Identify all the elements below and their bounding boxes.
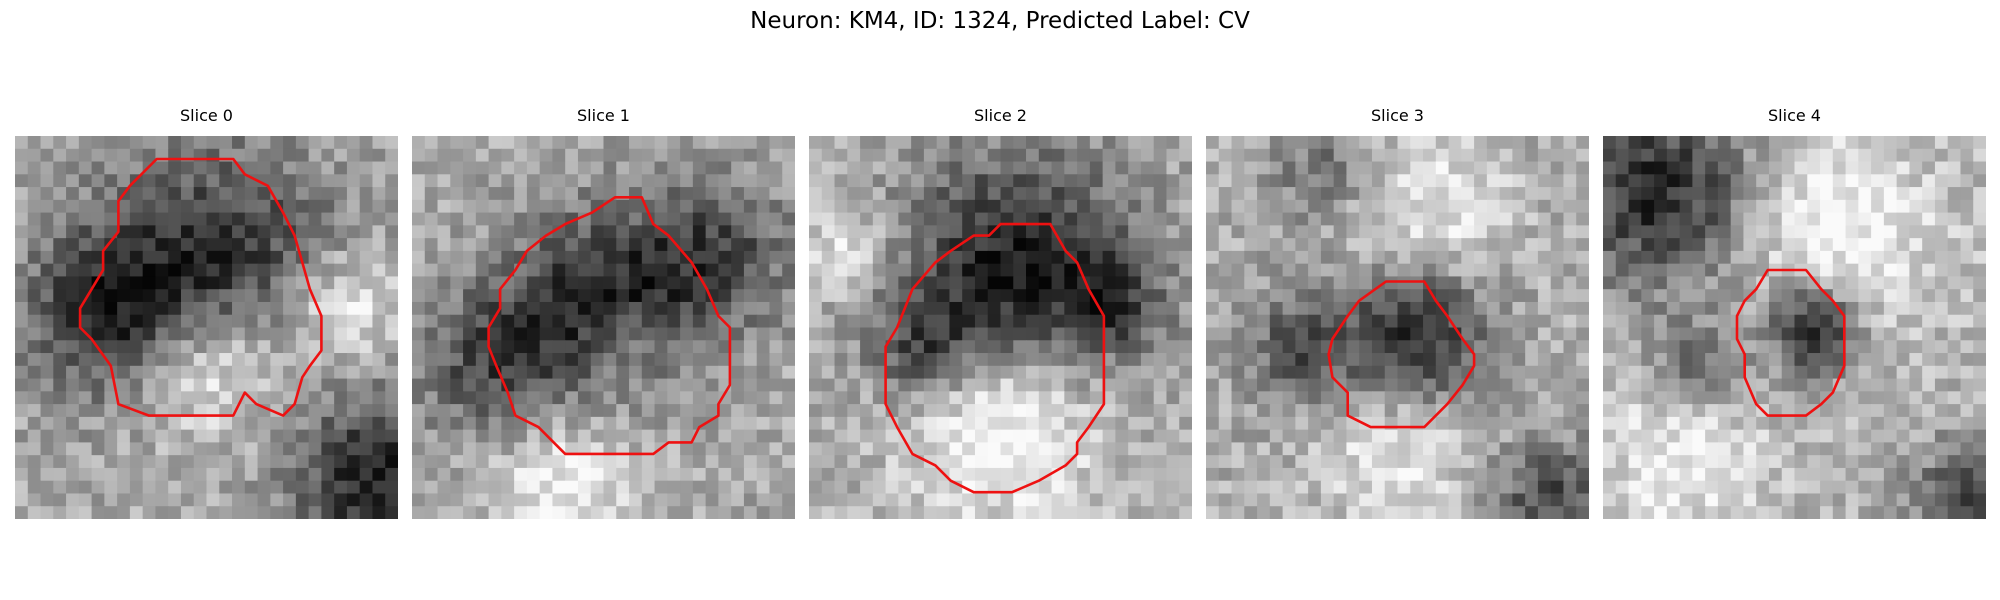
figure-title: Neuron: KM4, ID: 1324, Predicted Label: …	[750, 8, 1250, 34]
segmentation-contour	[78, 157, 323, 417]
slice-image	[1603, 136, 1986, 519]
slice-image	[15, 136, 398, 519]
slice-title: Slice 2	[974, 106, 1027, 125]
slice-image	[412, 136, 795, 519]
slice-image	[809, 136, 1192, 519]
slice-panel-3: Slice 3	[1206, 104, 1589, 519]
slice-title: Slice 4	[1768, 106, 1821, 125]
segmentation-contour	[1327, 280, 1476, 429]
slice-panel-4: Slice 4	[1603, 104, 1986, 519]
slice-title: Slice 1	[577, 106, 630, 125]
segmentation-contour	[487, 195, 732, 456]
slice-title: Slice 0	[180, 106, 233, 125]
slice-panel-1: Slice 1	[412, 104, 795, 519]
slice-panel-0: Slice 0	[15, 104, 398, 519]
slice-title: Slice 3	[1371, 106, 1424, 125]
slice-panel-2: Slice 2	[809, 104, 1192, 519]
segmentation-contour	[1735, 268, 1846, 417]
slice-image	[1206, 136, 1589, 519]
segmentation-contour	[884, 222, 1106, 494]
